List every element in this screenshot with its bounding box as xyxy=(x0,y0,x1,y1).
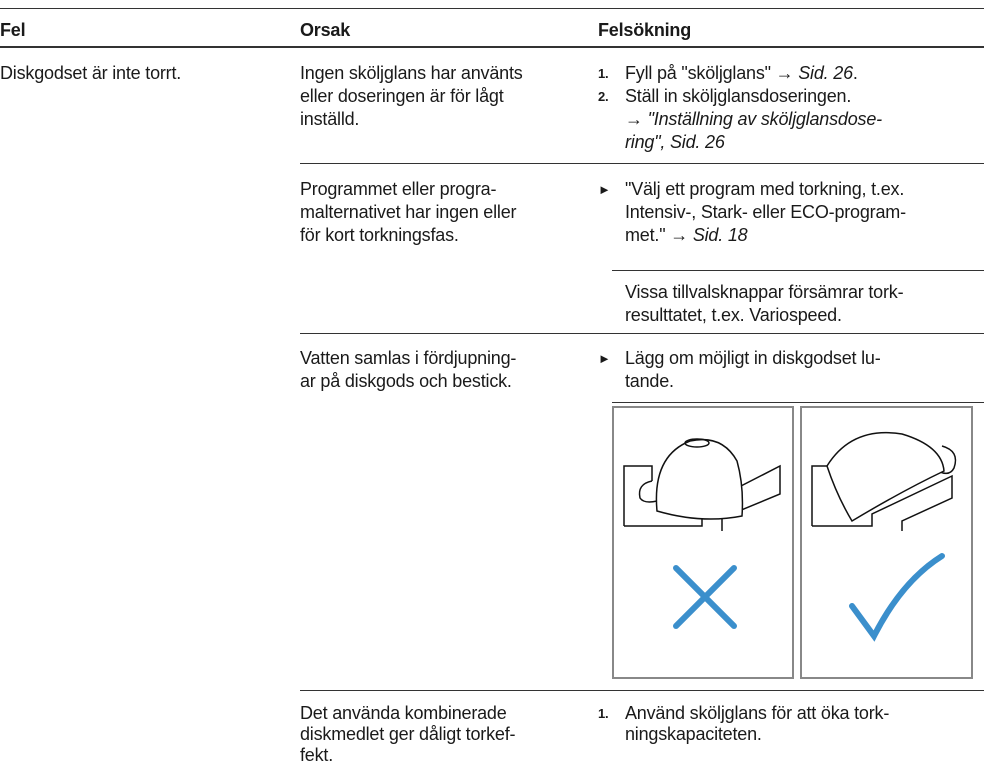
text-run: . xyxy=(852,63,858,83)
solution-line: → "Inställning av sköljglansdose- xyxy=(625,108,882,130)
solution-line: tande. xyxy=(625,370,674,392)
rule xyxy=(612,270,984,271)
reference: Sid. 18 xyxy=(692,225,748,245)
text-run: Ställ in sköljglansdoseringen. xyxy=(625,86,852,106)
cause-line: Programmet eller progra- xyxy=(300,179,497,199)
solution-line: Intensiv-, Stark- eller ECO-program- xyxy=(625,201,906,223)
rule xyxy=(612,402,984,403)
text-run: → xyxy=(625,109,648,129)
header-cell: Fel xyxy=(0,20,26,40)
rule xyxy=(300,163,984,164)
solution-line: Ställ in sköljglansdoseringen. xyxy=(625,85,851,107)
solution-line: Fyll på "sköljglans" → Sid. 26. xyxy=(625,62,858,84)
solution-line: ring", Sid. 26 xyxy=(625,131,725,153)
header-cell: Orsak xyxy=(300,20,351,40)
header-cell: Felsökning xyxy=(598,20,692,40)
cause-line: Vatten samlas i fördjupning- xyxy=(300,348,517,368)
rule xyxy=(300,333,984,334)
solution-line: "Välj ett program med torkning, t.ex. xyxy=(625,178,904,200)
note-line: Vissa tillvalsknappar försämrar tork- xyxy=(625,282,904,302)
rule xyxy=(0,8,984,9)
cause-line: Det använda kombinerade xyxy=(300,703,507,723)
cross-mark xyxy=(673,565,737,629)
cause-line: fekt. xyxy=(300,745,334,765)
step-marker: 1. xyxy=(598,706,609,721)
solution-line: met." → Sid. 18 xyxy=(625,224,748,246)
text-run: Fyll på "sköljglans" → xyxy=(625,63,799,83)
rule xyxy=(300,690,984,691)
reference: ring", Sid. 26 xyxy=(625,132,725,152)
cup-right xyxy=(811,431,957,531)
text-run: Intensiv-, Stark- eller ECO-program- xyxy=(625,202,906,222)
cause-line: för kort torkningsfas. xyxy=(300,225,459,245)
fault: Diskgodset är inte torrt. xyxy=(0,63,182,83)
text-run: ningskapaciteten. xyxy=(625,724,762,744)
illustration xyxy=(612,406,973,679)
cause-line: diskmedlet ger dåligt torkef- xyxy=(300,724,516,744)
note-line: resulttatet, t.ex. Variospeed. xyxy=(625,305,842,325)
step-marker: 2. xyxy=(598,89,609,104)
solution-line: Lägg om möjligt in diskgodset lu- xyxy=(625,347,881,369)
solution-line: Använd sköljglans för att öka tork- xyxy=(625,702,889,724)
text-run: Lägg om möjligt in diskgodset lu- xyxy=(625,348,881,368)
cup-wrong xyxy=(623,438,781,531)
text-run: tande. xyxy=(625,371,674,391)
cause-line: ar på diskgods och bestick. xyxy=(300,371,512,391)
step-marker: 1. xyxy=(598,66,609,81)
solution-line: ningskapaciteten. xyxy=(625,723,762,745)
reference: "Inställning av sköljglansdose- xyxy=(647,109,883,129)
cause-line: inställd. xyxy=(300,109,360,129)
rule xyxy=(0,46,984,48)
check-mark xyxy=(849,553,945,642)
text-run: met." → xyxy=(625,225,693,245)
step-marker: ► xyxy=(598,351,611,366)
step-marker: ► xyxy=(598,182,611,197)
cause-line: malternativet har ingen eller xyxy=(300,202,517,222)
text-run: "Välj ett program med torkning, t.ex. xyxy=(625,179,905,199)
cause-line: Ingen sköljglans har använts xyxy=(300,63,523,83)
text-run: Använd sköljglans för att öka tork- xyxy=(625,703,890,723)
reference: Sid. 26 xyxy=(798,63,853,83)
cause-line: eller doseringen är för lågt xyxy=(300,86,504,106)
